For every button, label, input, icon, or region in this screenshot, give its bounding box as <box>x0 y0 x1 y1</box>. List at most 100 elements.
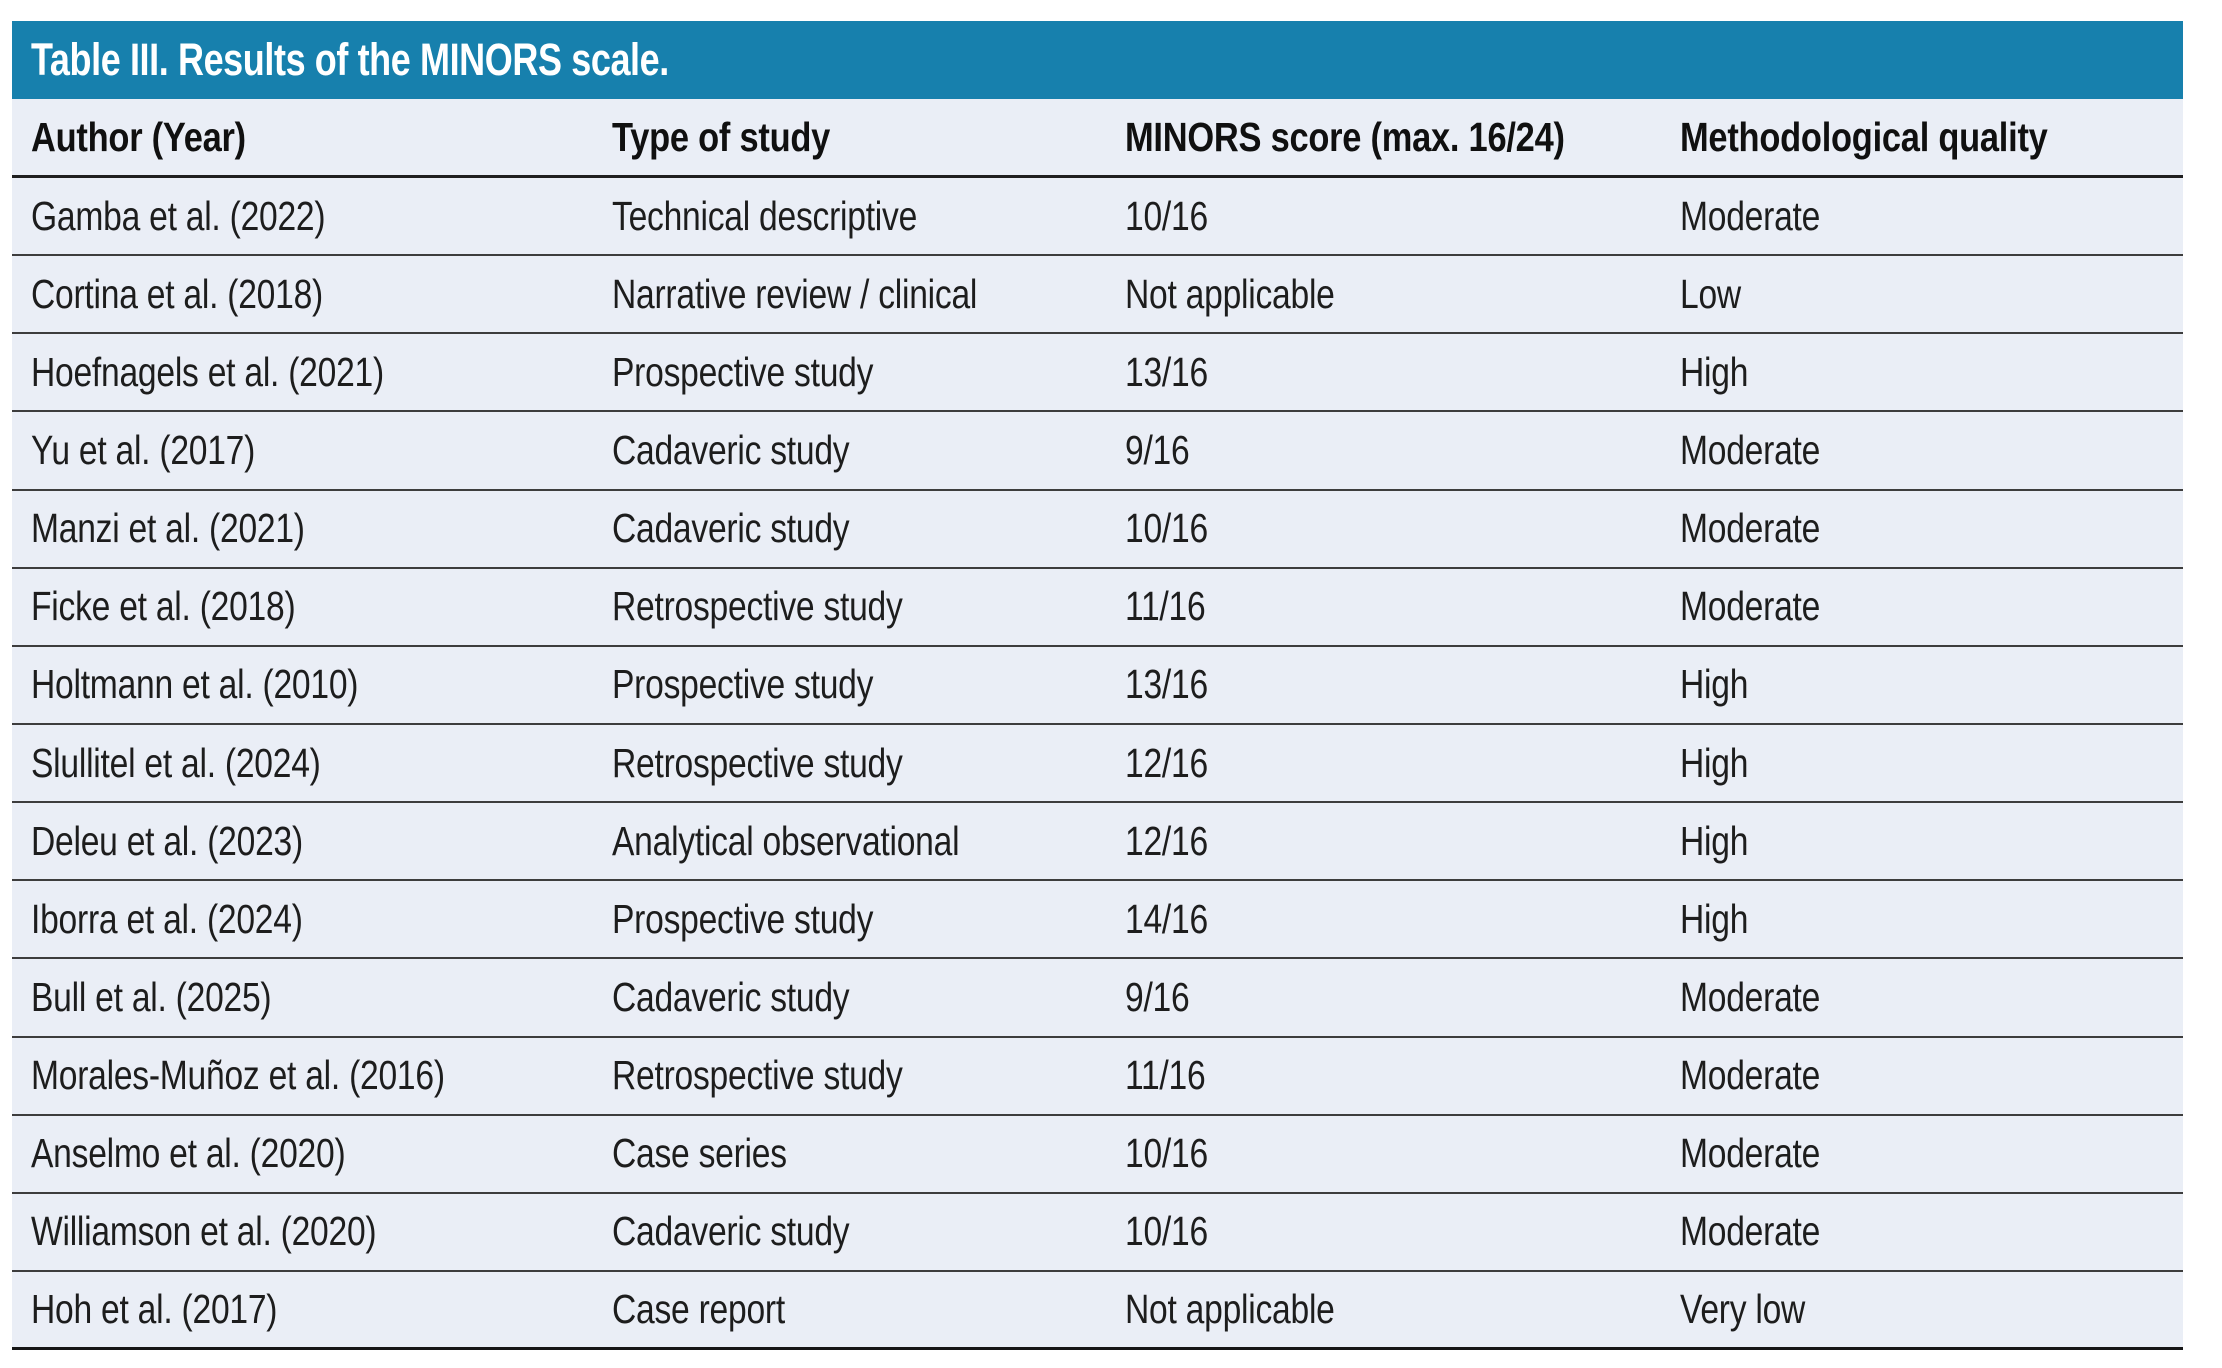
table-row: Anselmo et al. (2020) Case series 10/16 … <box>12 1115 2183 1194</box>
cell-minors-score: 10/16 <box>1106 505 1661 552</box>
cell-text: Cadaveric study <box>612 426 850 473</box>
cell-text: Yu et al. (2017) <box>31 426 256 473</box>
table-title: Table III. Results of the MINORS scale. <box>31 34 669 85</box>
cell-text: Cadaveric study <box>612 973 850 1020</box>
cell-text: Hoh et al. (2017) <box>31 1286 278 1333</box>
cell-text: Retrospective study <box>612 583 903 630</box>
cell-text: Narrative review / clinical <box>612 270 978 317</box>
cell-type-of-study: Cadaveric study <box>593 1208 1106 1255</box>
column-header-label: Author (Year) <box>31 113 246 160</box>
cell-text: Retrospective study <box>612 739 903 786</box>
cell-text: Gamba et al. (2022) <box>31 192 326 239</box>
cell-text: Prospective study <box>612 895 874 942</box>
column-header-author-year: Author (Year) <box>12 114 593 161</box>
cell-author-year: Ficke et al. (2018) <box>12 583 593 630</box>
column-header-methodological-quality: Methodological quality <box>1661 114 2183 161</box>
cell-text: Williamson et al. (2020) <box>31 1208 377 1255</box>
cell-text: Moderate <box>1680 192 1821 239</box>
cell-text: Prospective study <box>612 661 874 708</box>
table-row: Iborra et al. (2024) Prospective study 1… <box>12 881 2183 960</box>
cell-text: 10/16 <box>1125 192 1208 239</box>
cell-type-of-study: Narrative review / clinical <box>593 271 1106 318</box>
table-row: Hoh et al. (2017) Case report Not applic… <box>12 1271 2183 1351</box>
table-row: Morales-Muñoz et al. (2016) Retrospectiv… <box>12 1037 2183 1116</box>
cell-text: Retrospective study <box>612 1052 903 1099</box>
cell-methodological-quality: Moderate <box>1661 1130 2183 1177</box>
cell-text: Cadaveric study <box>612 1208 850 1255</box>
cell-methodological-quality: Moderate <box>1661 427 2183 474</box>
cell-text: 11/16 <box>1125 1052 1206 1099</box>
table-row: Bull et al. (2025) Cadaveric study 9/16 … <box>12 959 2183 1038</box>
cell-text: 13/16 <box>1125 348 1208 395</box>
cell-type-of-study: Retrospective study <box>593 1052 1106 1099</box>
cell-author-year: Gamba et al. (2022) <box>12 193 593 240</box>
cell-type-of-study: Cadaveric study <box>593 427 1106 474</box>
cell-text: Moderate <box>1680 426 1821 473</box>
cell-author-year: Manzi et al. (2021) <box>12 505 593 552</box>
cell-minors-score: 11/16 <box>1106 583 1661 630</box>
cell-minors-score: 11/16 <box>1106 1052 1661 1099</box>
cell-text: High <box>1680 348 1749 395</box>
cell-text: 14/16 <box>1125 895 1208 942</box>
cell-text: 12/16 <box>1125 817 1208 864</box>
cell-text: 10/16 <box>1125 1208 1208 1255</box>
table-row: Cortina et al. (2018) Narrative review /… <box>12 256 2183 335</box>
table-body: Gamba et al. (2022) Technical descriptiv… <box>12 178 2183 1351</box>
cell-minors-score: 10/16 <box>1106 1208 1661 1255</box>
cell-text: Cortina et al. (2018) <box>31 270 323 317</box>
cell-text: Moderate <box>1680 1130 1821 1177</box>
column-header-type-of-study: Type of study <box>593 114 1106 161</box>
cell-text: Not applicable <box>1125 1286 1335 1333</box>
table-header-row: Author (Year) Type of study MINORS score… <box>12 99 2183 178</box>
cell-methodological-quality: Moderate <box>1661 974 2183 1021</box>
cell-text: Deleu et al. (2023) <box>31 817 303 864</box>
cell-text: Slullitel et al. (2024) <box>31 739 321 786</box>
cell-text: Prospective study <box>612 348 874 395</box>
cell-text: High <box>1680 661 1749 708</box>
cell-type-of-study: Prospective study <box>593 349 1106 396</box>
cell-minors-score: 13/16 <box>1106 661 1661 708</box>
minors-results-table: Table III. Results of the MINORS scale. … <box>12 21 2183 1351</box>
cell-methodological-quality: High <box>1661 661 2183 708</box>
cell-text: 9/16 <box>1125 973 1190 1020</box>
cell-minors-score: 14/16 <box>1106 896 1661 943</box>
cell-minors-score: 10/16 <box>1106 193 1661 240</box>
cell-type-of-study: Cadaveric study <box>593 505 1106 552</box>
cell-text: 9/16 <box>1125 426 1190 473</box>
cell-type-of-study: Technical descriptive <box>593 193 1106 240</box>
cell-methodological-quality: Moderate <box>1661 583 2183 630</box>
cell-methodological-quality: Moderate <box>1661 1208 2183 1255</box>
cell-text: Hoefnagels et al. (2021) <box>31 348 384 395</box>
cell-text: Case series <box>612 1130 787 1177</box>
cell-type-of-study: Cadaveric study <box>593 974 1106 1021</box>
cell-text: Case report <box>612 1286 785 1333</box>
cell-minors-score: 13/16 <box>1106 349 1661 396</box>
cell-text: Moderate <box>1680 1208 1821 1255</box>
cell-author-year: Morales-Muñoz et al. (2016) <box>12 1052 593 1099</box>
cell-methodological-quality: Moderate <box>1661 1052 2183 1099</box>
cell-text: Manzi et al. (2021) <box>31 505 305 552</box>
cell-author-year: Hoefnagels et al. (2021) <box>12 349 593 396</box>
cell-author-year: Deleu et al. (2023) <box>12 818 593 865</box>
cell-author-year: Holtmann et al. (2010) <box>12 661 593 708</box>
cell-text: Holtmann et al. (2010) <box>31 661 359 708</box>
cell-methodological-quality: Very low <box>1661 1286 2183 1333</box>
table-row: Holtmann et al. (2010) Prospective study… <box>12 646 2183 725</box>
cell-text: Moderate <box>1680 1052 1821 1099</box>
table-row: Slullitel et al. (2024) Retrospective st… <box>12 724 2183 804</box>
cell-text: Analytical observational <box>612 817 960 864</box>
cell-text: Bull et al. (2025) <box>31 973 272 1020</box>
cell-text: 10/16 <box>1125 1130 1208 1177</box>
column-header-minors-score: MINORS score (max. 16/24) <box>1106 114 1661 161</box>
table-row: Manzi et al. (2021) Cadaveric study 10/1… <box>12 490 2183 569</box>
table-row: Yu et al. (2017) Cadaveric study 9/16 Mo… <box>12 412 2183 491</box>
table-row: Williamson et al. (2020) Cadaveric study… <box>12 1193 2183 1272</box>
cell-text: Cadaveric study <box>612 505 850 552</box>
cell-text: Morales-Muñoz et al. (2016) <box>31 1052 445 1099</box>
cell-minors-score: Not applicable <box>1106 271 1661 318</box>
table-row: Hoefnagels et al. (2021) Prospective stu… <box>12 334 2183 413</box>
cell-minors-score: 9/16 <box>1106 427 1661 474</box>
cell-author-year: Bull et al. (2025) <box>12 974 593 1021</box>
cell-author-year: Cortina et al. (2018) <box>12 271 593 318</box>
